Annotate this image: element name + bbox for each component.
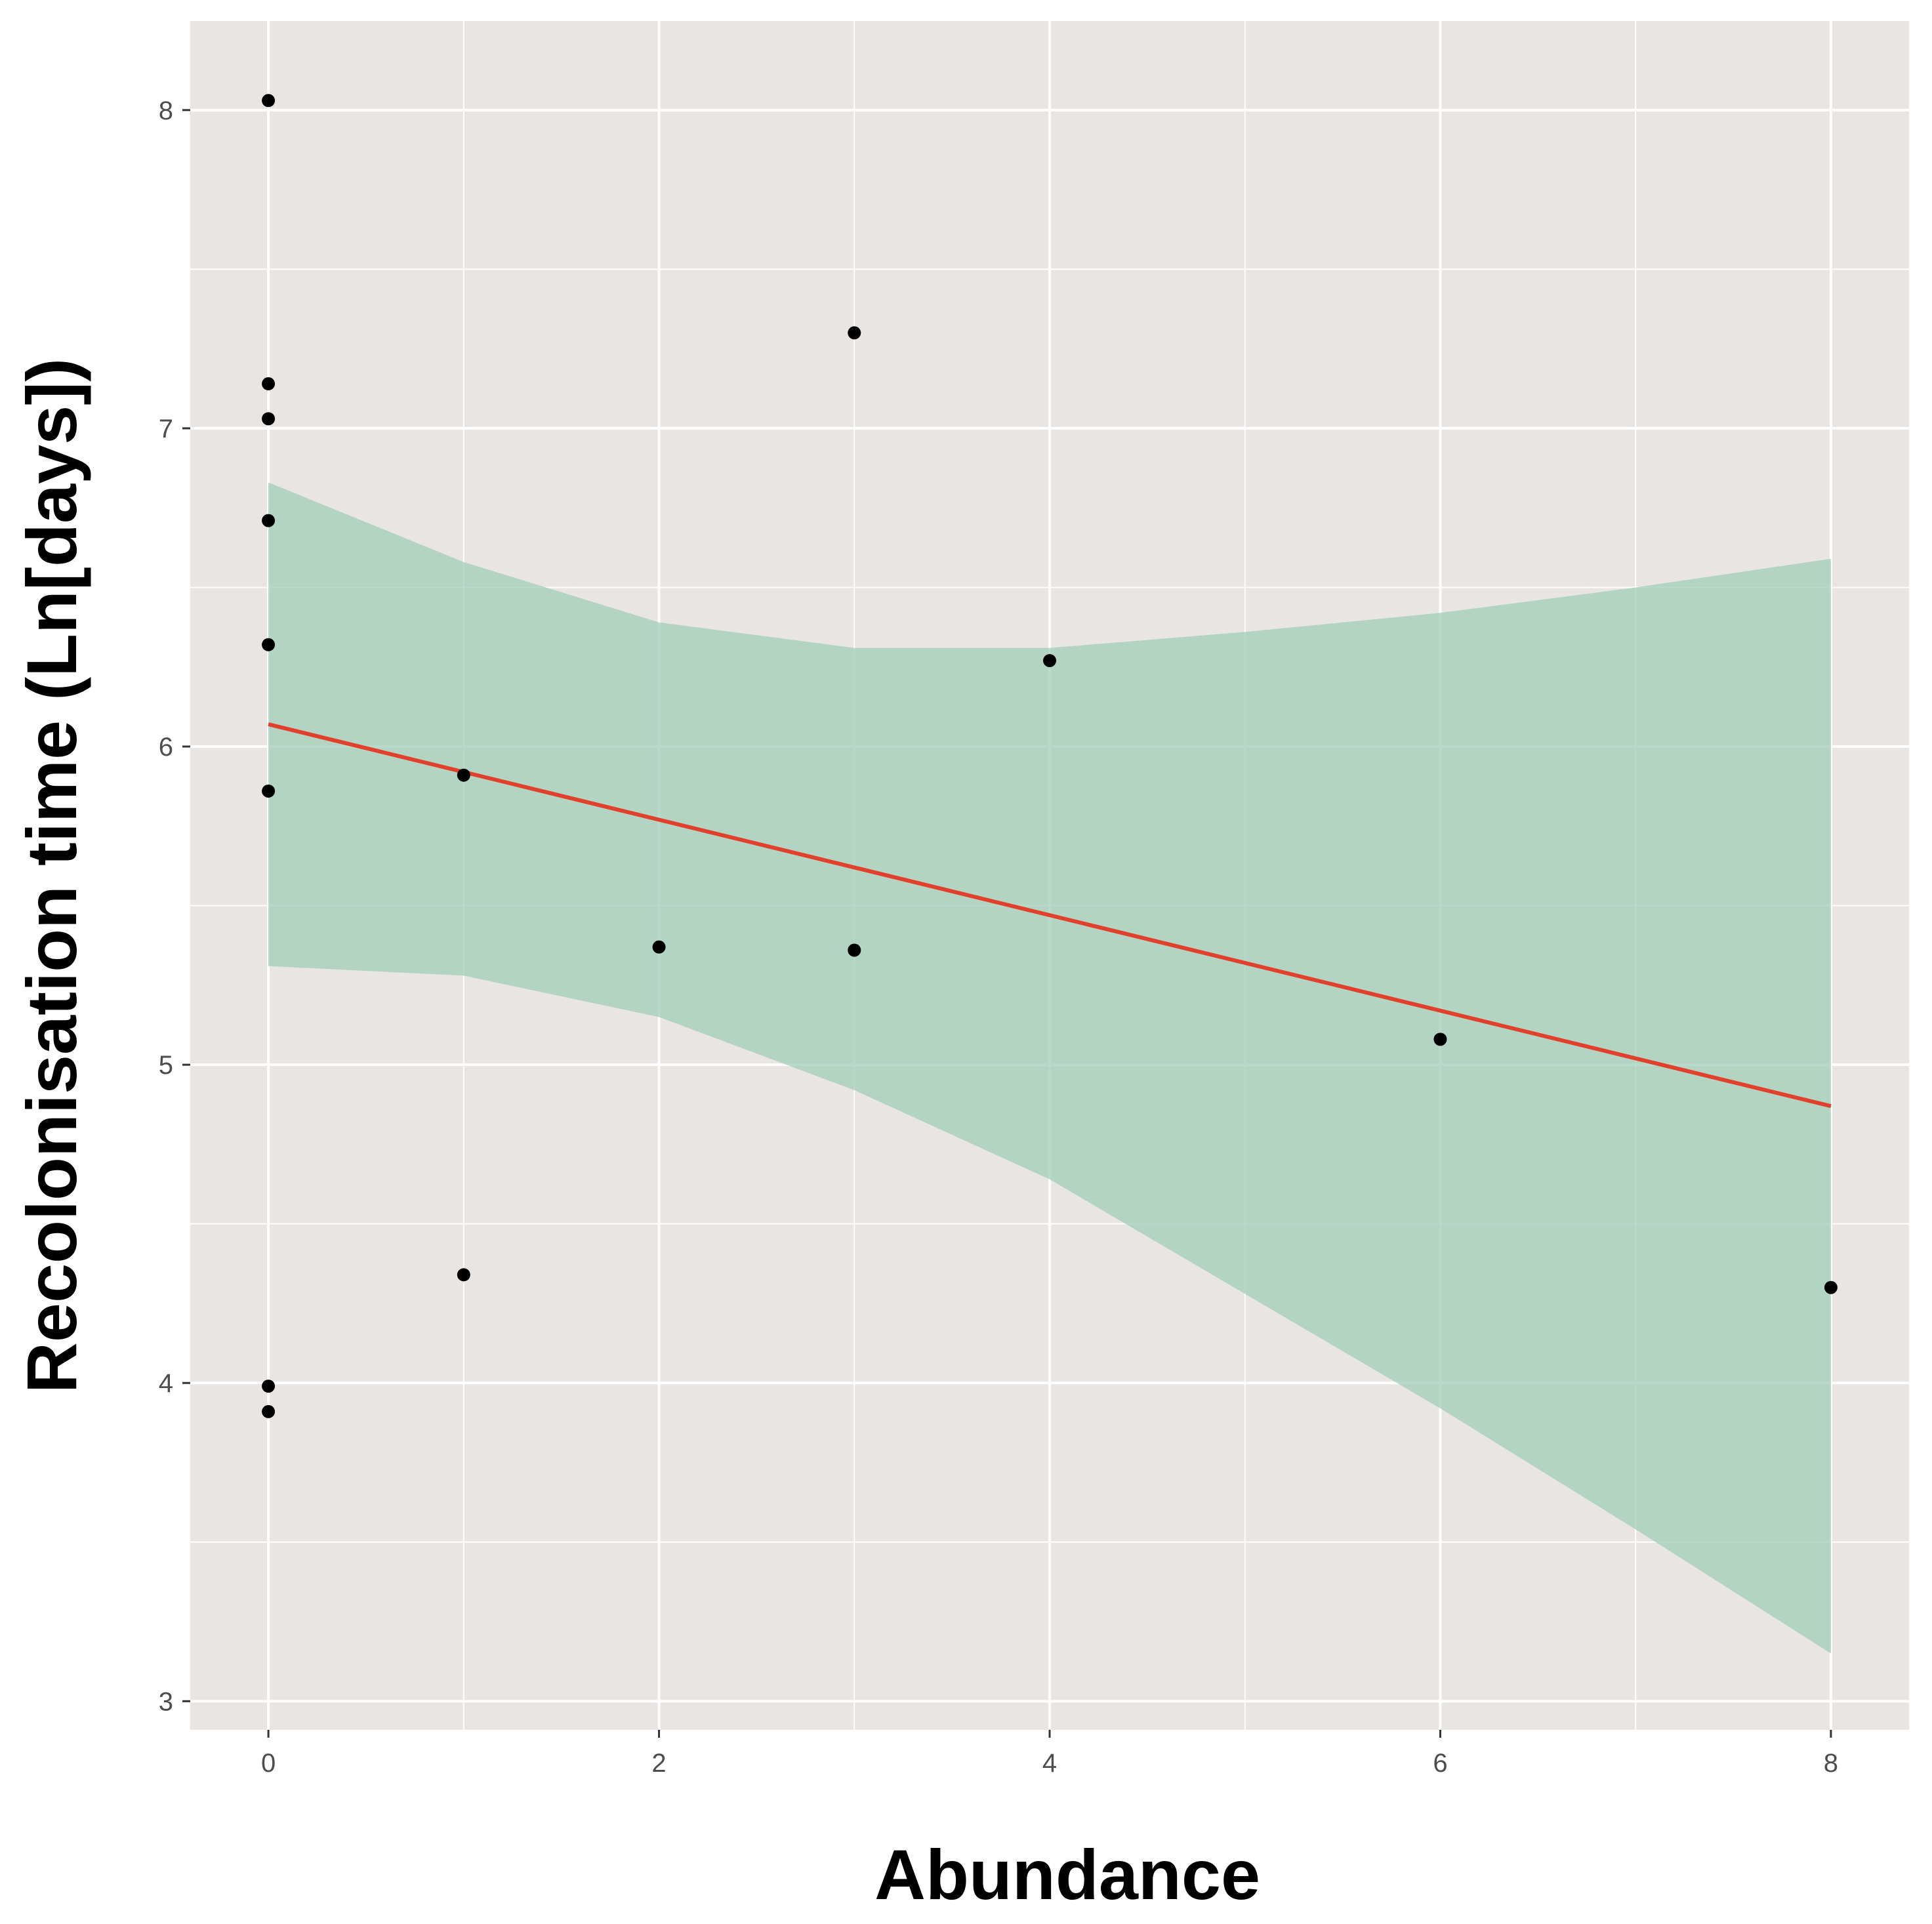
y-tick-label: 4 [159,1369,173,1398]
data-points [262,94,1838,1418]
data-point [262,377,276,391]
regression-line [268,722,1832,1109]
y-axis-title: Recolonisation time (Ln[days]) [12,358,91,1393]
y-tick-label: 6 [159,733,173,762]
data-point [262,94,276,108]
x-tick-label: 6 [1433,1749,1447,1778]
data-point [1433,1033,1447,1046]
data-point [1043,654,1056,668]
y-tick-label: 7 [159,415,173,443]
data-point [262,514,276,527]
y-axis: 3 4 5 6 7 8 [159,96,190,1716]
x-tick-label: 2 [651,1749,666,1778]
data-point [262,1404,276,1418]
data-point [262,1380,276,1393]
x-axis-title: Abundance [874,1835,1260,1914]
x-axis: 0 2 4 6 8 [261,1730,1838,1778]
y-tick-label: 8 [159,96,173,125]
x-tick-label: 4 [1042,1749,1057,1778]
data-point [262,784,276,798]
data-point [1824,1280,1838,1294]
confidence-band [268,482,1831,1654]
data-point [652,940,666,954]
y-tick-label: 5 [159,1051,173,1080]
x-tick-label: 0 [261,1749,276,1778]
data-point [848,943,861,957]
data-point [457,1268,470,1282]
data-point [457,768,470,782]
data-point [848,326,861,340]
data-point [262,412,276,426]
y-tick-label: 3 [159,1687,173,1716]
data-point [262,638,276,651]
x-tick-label: 8 [1824,1749,1838,1778]
